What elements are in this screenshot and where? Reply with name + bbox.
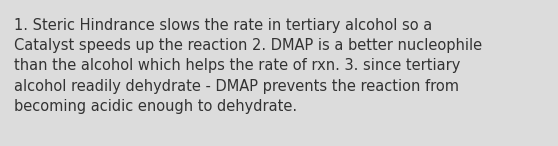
- Text: 1. Steric Hindrance slows the rate in tertiary alcohol so a
Catalyst speeds up t: 1. Steric Hindrance slows the rate in te…: [14, 18, 482, 114]
